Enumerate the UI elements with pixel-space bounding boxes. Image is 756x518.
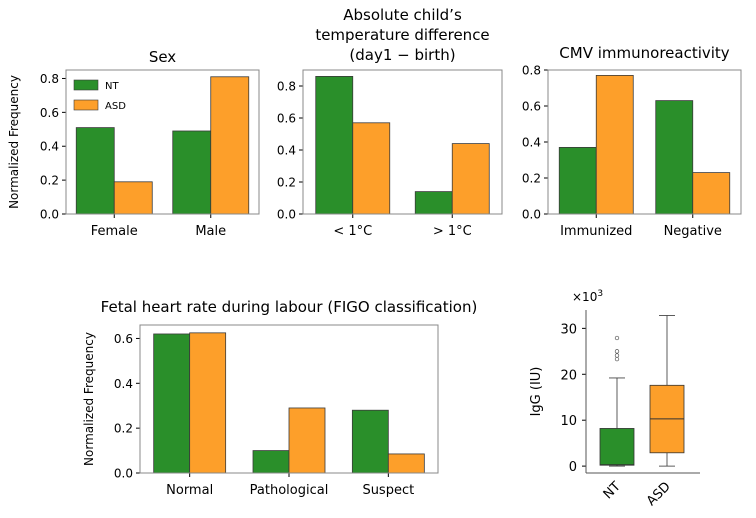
axes-frame (65, 69, 260, 215)
bar-asd-2 (210, 76, 250, 215)
y-tick-label: 0 (569, 460, 577, 475)
axes-frame (547, 69, 742, 215)
panel-title: (day1 − birth) (349, 46, 455, 64)
y-tick-label: 0.2 (40, 174, 59, 188)
x-tick-label: Female (91, 224, 138, 239)
y-tick-label: 0.4 (522, 136, 541, 150)
bar-asd-1 (113, 181, 153, 215)
bar-nt-2 (414, 191, 453, 215)
bar-asd-1 (352, 122, 391, 215)
panel-title: temperature difference (315, 26, 489, 44)
box-panel: ×103 0 10 20 30 IgG (IU) NT ASD (529, 289, 700, 509)
bar-asd-1 (189, 332, 227, 474)
legend-label-asd: ASD (105, 101, 126, 112)
y-tick-label: 0.0 (114, 467, 133, 481)
y-axis-label: IgG (IU) (529, 367, 544, 417)
bar-asd-1 (595, 75, 634, 215)
y-tick-label: 0.4 (40, 140, 59, 154)
y-tick-label: 0.0 (522, 208, 541, 222)
legend-swatch-nt (73, 79, 99, 91)
bar-panel-3: CMV immunoreactivity 0.0 0.2 0.4 0.6 0.8 Immun… (522, 44, 742, 239)
y-tick-label: 0.2 (277, 176, 296, 190)
bar-nt-2 (252, 450, 290, 474)
x-tick-label: Suspect (362, 483, 414, 498)
axis-exponent-label: ×103 (572, 289, 603, 304)
bar-nt-1 (315, 76, 354, 215)
y-tick-label: 0.8 (277, 80, 296, 94)
outlier-point (614, 349, 620, 354)
panel-title: Fetal heart rate during labour (FIGO cla… (101, 298, 478, 316)
y-tick-label: 30 (560, 322, 577, 337)
legend-swatch-asd (73, 99, 99, 111)
outlier-point (614, 353, 620, 358)
bar-nt-3 (351, 409, 389, 474)
bar-panel-4: Fetal heart rate during labour (FIGO cla… (82, 298, 477, 498)
axes-frame (139, 324, 439, 474)
y-tick-label: 20 (560, 368, 577, 383)
y-tick-label: 0.0 (277, 208, 296, 222)
y-axis-label: Normalized Frequency (7, 75, 21, 209)
y-tick-label: 0.6 (277, 112, 296, 126)
y-tick-label: 0.2 (114, 422, 133, 436)
y-tick-label: 0.6 (522, 100, 541, 114)
x-tick-label: NT (601, 479, 624, 502)
x-tick-label: ASD (644, 479, 674, 509)
y-tick-label: 0.0 (40, 208, 59, 222)
bar-nt-1 (75, 127, 115, 215)
outlier-point (614, 335, 620, 341)
x-tick-label: Pathological (250, 483, 329, 498)
x-tick-label: Normal (166, 483, 213, 498)
bar-asd-3 (387, 453, 425, 474)
panel-title: Sex (149, 48, 176, 66)
y-tick-label: 0.8 (522, 64, 541, 78)
bar-asd-2 (451, 143, 490, 215)
legend: NT ASD (73, 79, 126, 112)
bar-asd-2 (692, 172, 731, 215)
panel-title: CMV immunoreactivity (559, 44, 730, 62)
y-tick-label: 0.8 (40, 72, 59, 86)
x-tick-label: Immunized (560, 224, 632, 239)
x-tick-label: Male (195, 224, 226, 239)
panel-title: Absolute child’s (343, 6, 462, 24)
axis-exponent-power: 3 (597, 289, 603, 299)
bar-panel-1: Sex 0.0 0.2 0.4 0.6 0.8 Normalized Frequency Fe… (7, 48, 260, 239)
x-tick-label: Negative (664, 224, 722, 239)
y-tick-label: 10 (560, 414, 577, 429)
y-tick-label: 0.2 (522, 172, 541, 186)
x-tick-label: > 1°C (433, 224, 472, 239)
y-tick-label: 0.4 (114, 377, 133, 391)
bar-asd-2 (288, 407, 326, 474)
y-axis-label: Normalized Frequency (82, 332, 96, 466)
box-iqr (599, 428, 635, 466)
legend-label-nt: NT (105, 81, 119, 92)
bar-panel-2: Absolute child’s temperature difference (d… (277, 6, 503, 239)
box-nt: NT (599, 335, 635, 502)
bar-nt-2 (172, 130, 212, 215)
y-tick-label: 0.4 (277, 144, 296, 158)
bar-nt-1 (558, 146, 597, 215)
axes-frame (302, 69, 503, 215)
y-tick-label: 0.6 (114, 332, 133, 346)
bar-nt-1 (153, 333, 191, 474)
outlier-point (614, 356, 620, 362)
y-tick-label: 0.6 (40, 106, 59, 120)
x-tick-label: < 1°C (333, 224, 372, 239)
bar-nt-2 (655, 100, 694, 215)
box-asd: ASD (644, 315, 685, 509)
